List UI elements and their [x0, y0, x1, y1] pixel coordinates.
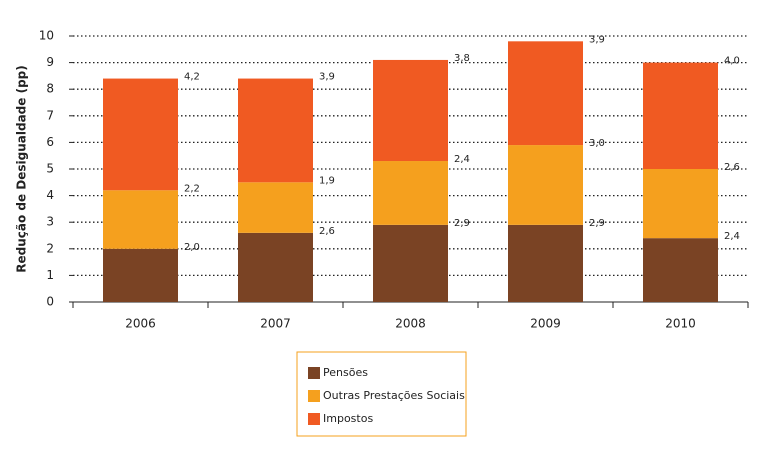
value-label: 2,2	[184, 183, 200, 194]
bar-segment	[373, 161, 448, 225]
x-tick-label: 2010	[665, 317, 696, 331]
legend-label: Pensões	[323, 366, 368, 379]
y-tick-label: 3	[46, 215, 54, 229]
x-tick-label: 2006	[125, 317, 156, 331]
legend-swatch	[308, 390, 320, 402]
bar-segment	[238, 78, 313, 183]
y-tick-label: 8	[46, 82, 54, 96]
legend-label: Outras Prestações Sociais	[323, 389, 465, 402]
y-tick-label: 4	[46, 188, 54, 202]
y-tick-label: 7	[46, 108, 54, 122]
bar-segment	[238, 232, 313, 302]
value-label: 2,6	[319, 226, 335, 237]
value-label: 2,9	[454, 218, 470, 229]
y-tick-label: 10	[39, 29, 54, 43]
legend-box	[296, 351, 467, 437]
value-label: 2,0	[184, 242, 200, 253]
y-tick-label: 2	[46, 241, 54, 255]
value-label: 1,9	[319, 175, 335, 186]
value-label: 4,2	[184, 72, 200, 83]
bar-segment	[643, 238, 718, 302]
y-axis-label: Redução de Desigualdade (pp)	[15, 65, 29, 273]
value-label: 3,8	[454, 53, 470, 64]
value-label: 2,9	[589, 218, 605, 229]
value-label: 2,4	[724, 231, 740, 242]
legend-swatch	[308, 413, 320, 425]
legend-swatch	[308, 367, 320, 379]
bar-segment	[103, 78, 178, 191]
value-label: 2,6	[724, 162, 740, 173]
bar-segment	[643, 62, 718, 169]
bar-segment	[508, 224, 583, 302]
bar-segment	[643, 169, 718, 239]
value-label: 4,0	[724, 56, 740, 67]
x-tick-label: 2009	[530, 317, 561, 331]
bar-segment	[508, 41, 583, 146]
value-label: 2,4	[454, 154, 470, 165]
bar-segment	[238, 182, 313, 233]
y-tick-label: 5	[46, 162, 54, 176]
bar-segment	[373, 224, 448, 302]
value-label: 3,9	[589, 34, 605, 45]
bar-segment	[103, 248, 178, 302]
legend-label: Impostos	[323, 412, 373, 425]
value-label: 3,9	[319, 72, 335, 83]
y-tick-label: 1	[46, 268, 54, 282]
y-tick-label: 0	[46, 295, 54, 309]
y-tick-label: 6	[46, 135, 54, 149]
y-tick-label: 9	[46, 55, 54, 69]
bar-segment	[103, 190, 178, 249]
bar-segment	[508, 145, 583, 225]
value-label: 3,0	[589, 138, 605, 149]
x-tick-label: 2008	[395, 317, 426, 331]
x-tick-label: 2007	[260, 317, 291, 331]
bar-segment	[373, 59, 448, 162]
